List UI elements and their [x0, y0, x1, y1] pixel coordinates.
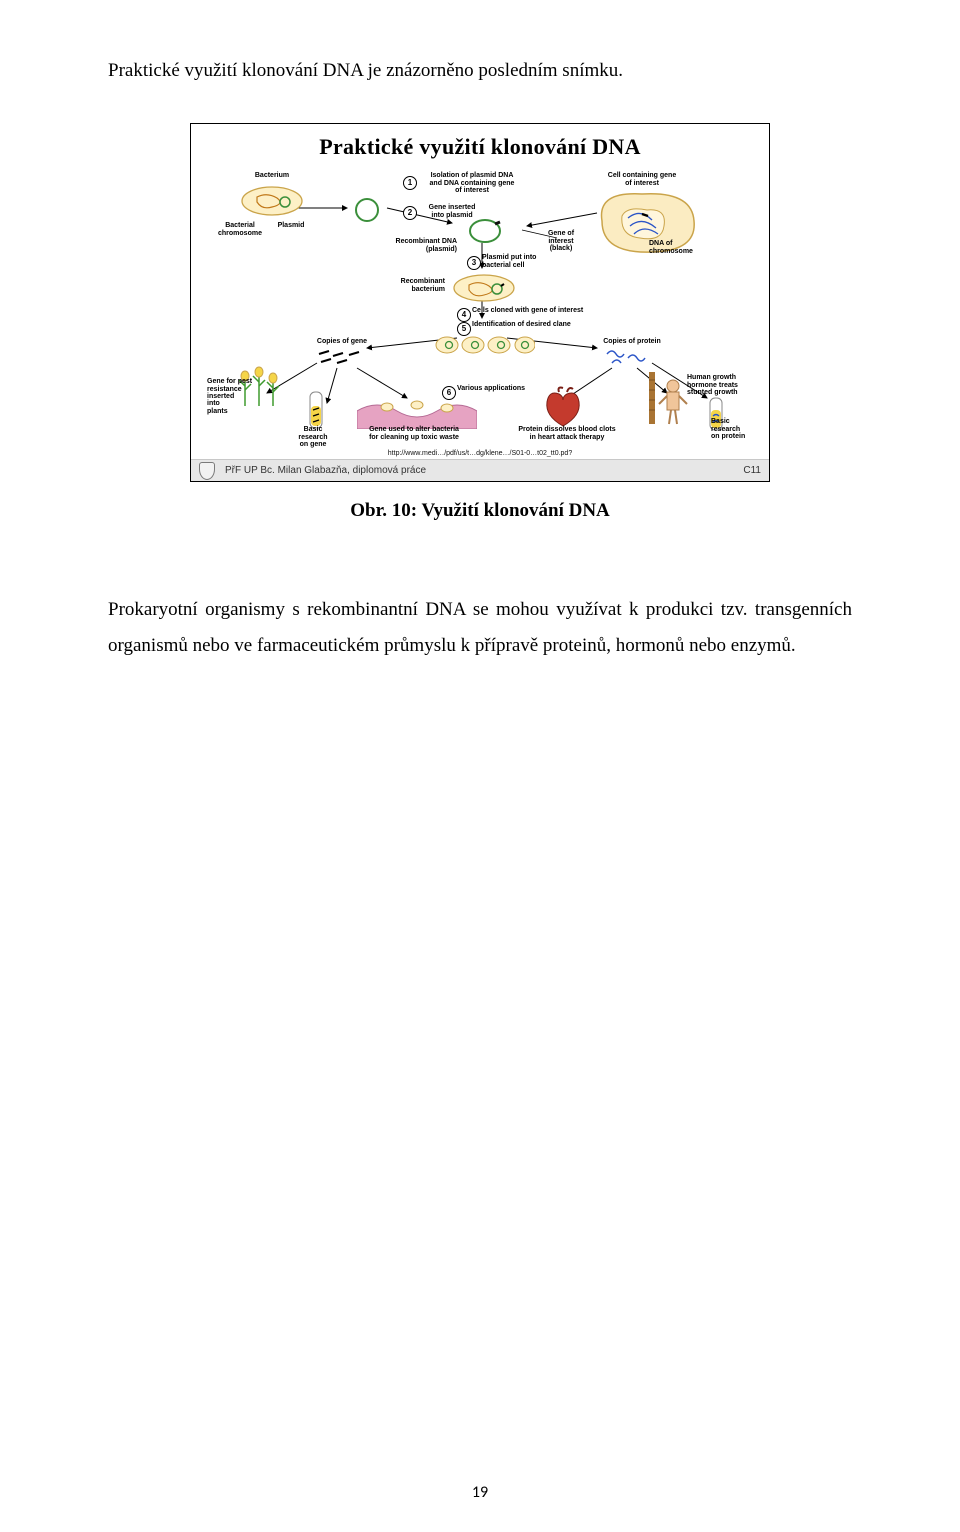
label-step1: Isolation of plasmid DNAand DNA containi… — [417, 172, 527, 194]
label-recomb-dna: Recombinant DNA(plasmid) — [377, 238, 457, 253]
figure: Praktické využití klonování DNA — [190, 123, 770, 522]
copies-gene-icon — [315, 348, 367, 368]
label-gene-pest: Gene for pestresistanceinsertedintoplant… — [207, 378, 263, 415]
label-hgh: Human growthhormone treatsstunted growth — [687, 374, 757, 396]
label-gene-interest: Gene ofinterest(black) — [537, 230, 585, 252]
cloned-cells-icon — [435, 333, 535, 357]
shield-icon — [199, 462, 215, 480]
diagram-url: http://www.medi…/pdf/us/t…dg/klene…/S01-… — [197, 448, 763, 459]
label-plasmid: Plasmid — [271, 222, 311, 229]
copies-protein-icon — [602, 348, 657, 368]
body-paragraph: Prokaryotní organismy s rekombinantní DN… — [108, 592, 852, 664]
heart-icon — [539, 386, 587, 430]
figure-caption: Obr. 10: Využití klonování DNA — [190, 500, 770, 522]
label-step3: Plasmid put intobacterial cell — [482, 254, 562, 269]
diagram-title: Praktické využití klonování DNA — [197, 134, 763, 160]
document-page: Praktické využití klonování DNA je znázo… — [0, 0, 960, 1532]
label-basic-protein: Basicresearchon protein — [711, 418, 757, 440]
label-step5: Identification of desired clane — [472, 321, 622, 328]
label-recomb-bact: Recombinantbacterium — [375, 278, 445, 293]
label-copies-gene: Copies of gene — [307, 338, 377, 345]
toxic-ground-icon — [357, 393, 477, 429]
label-copies-protein: Copies of protein — [592, 338, 672, 345]
label-cell-gene: Cell containing geneof interest — [592, 172, 692, 187]
slide-footer-author: PřF UP Bc. Milan Glabazňa, diplomová prá… — [225, 465, 733, 476]
label-bacterial-chrom: Bacterialchromosome — [215, 222, 265, 237]
label-dna-chrom: DNA ofchromosome — [649, 240, 709, 255]
label-step4: Cells cloned with gene of interest — [472, 307, 622, 314]
slide-footer-bar: PřF UP Bc. Milan Glabazňa, diplomová prá… — [191, 459, 769, 481]
diagram: Praktické využití klonování DNA — [191, 124, 769, 459]
label-basic-gene: Basicresearchon gene — [291, 426, 335, 448]
figure-frame: Praktické využití klonování DNA — [190, 123, 770, 482]
recombinant-bacterium-icon — [449, 272, 519, 304]
label-alter-bact: Gene used to alter bacteriafor cleaning … — [349, 426, 479, 441]
bacterium-icon — [237, 182, 307, 220]
label-bacterium: Bacterium — [247, 172, 297, 179]
page-number: 19 — [0, 1483, 960, 1502]
label-protein-clots: Protein dissolves blood clotsin heart at… — [497, 426, 637, 441]
recombinant-plasmid-icon — [465, 216, 505, 246]
diagram-body: Bacterium Bacterialchromosome Plasmid 1 … — [197, 168, 763, 448]
slide-footer-code: C11 — [743, 465, 761, 476]
intro-paragraph: Praktické využití klonování DNA je znázo… — [108, 55, 852, 87]
